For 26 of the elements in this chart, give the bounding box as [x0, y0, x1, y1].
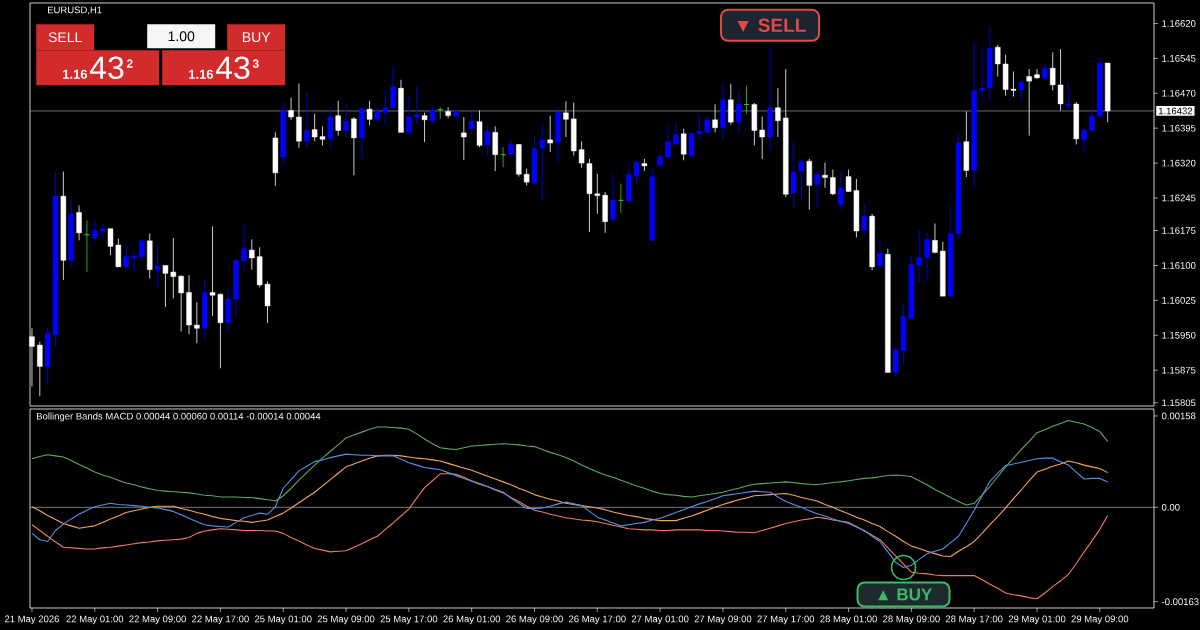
chart-title: Bollinger Bands MACD 0.00044 0.00060 0.00114 -0.00014 0.00044: [36, 412, 321, 422]
x-tick-label: 22 May 09:00: [129, 615, 186, 625]
y-tick-label: 0.00158: [1161, 412, 1196, 420]
y-tick-label: -0.00163: [1161, 598, 1199, 605]
x-tick-label: 28 May 17:00: [945, 615, 1003, 625]
y-tick-label: 1.15875: [1162, 366, 1196, 374]
y-tick-label: 1.15805: [1162, 399, 1196, 407]
x-tick-label: 28 May 01:00: [820, 615, 877, 625]
x-tick-label: 25 May 09:00: [317, 615, 375, 625]
x-tick-label: 28 May 09:00: [883, 615, 940, 625]
x-tick-label: 29 May 01:00: [1008, 615, 1066, 625]
x-tick-label: 26 May 09:00: [506, 615, 563, 625]
x-tick-label: 27 May 09:00: [694, 615, 752, 625]
x-tick-label: 22 May 01:00: [66, 615, 124, 625]
x-tick-label: 21 May 2026: [4, 615, 59, 625]
x-tick-label: 22 May 17:00: [192, 615, 249, 625]
candlestick: [37, 341, 43, 397]
x-tick-label: 25 May 17:00: [380, 615, 438, 625]
x-tick-label: 29 May 09:00: [1071, 615, 1129, 625]
x-tick-label: 26 May 17:00: [568, 615, 626, 625]
x-tick-label: 25 May 01:00: [254, 615, 312, 625]
x-tick-label: 27 May 17:00: [757, 615, 815, 625]
annotation: ▲ BUY: [878, 588, 932, 601]
x-tick-label: 27 May 01:00: [631, 615, 689, 625]
x-tick-label: 26 May 01:00: [443, 615, 501, 625]
y-tick-label: 0.00: [1161, 503, 1180, 511]
